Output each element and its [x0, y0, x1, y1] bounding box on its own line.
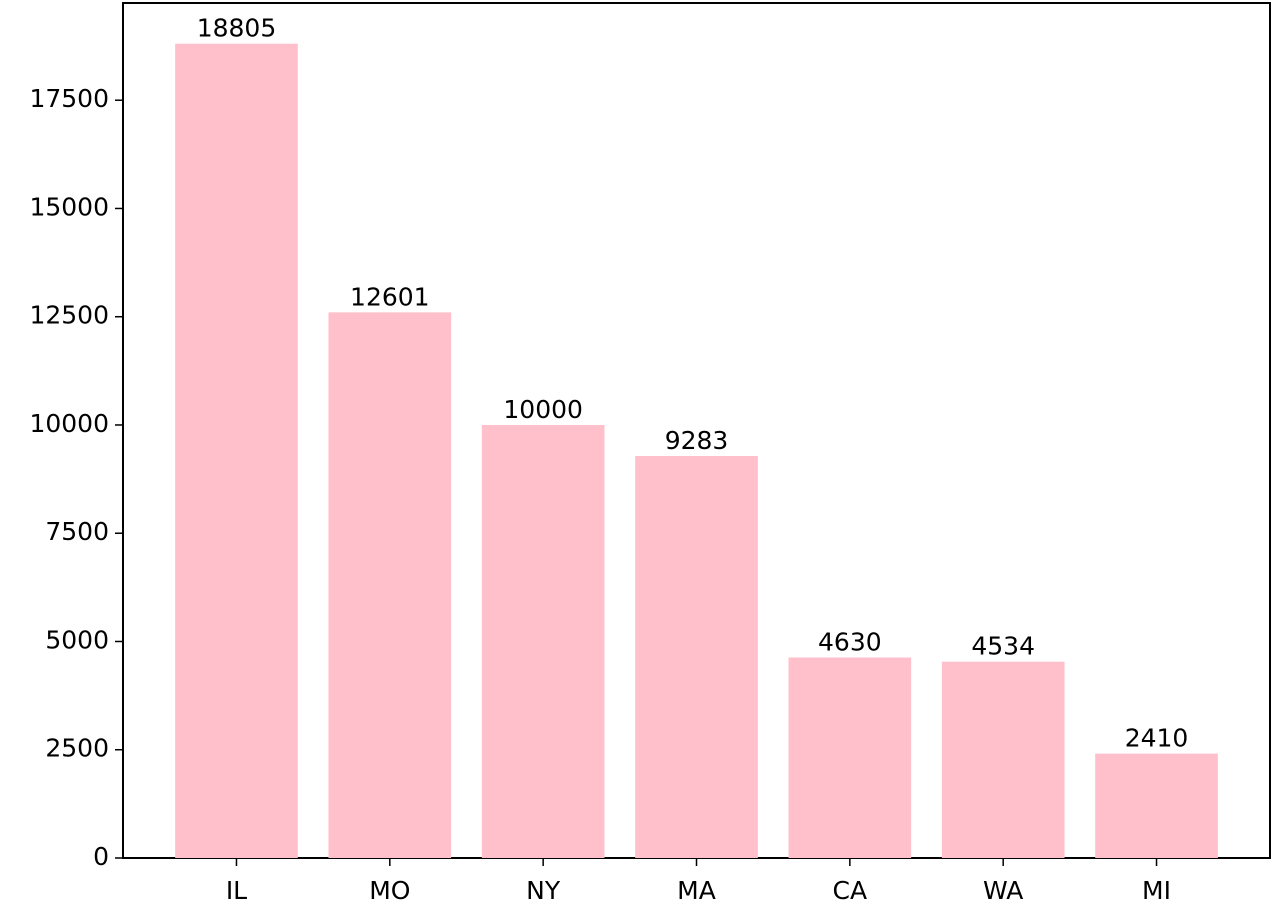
x-tick-label: MI: [1142, 876, 1171, 905]
value-label: 2410: [1125, 724, 1189, 753]
bar: [328, 312, 452, 858]
y-tick-label: 15000: [29, 192, 109, 221]
y-tick-label: 12500: [29, 301, 109, 330]
bar: [635, 456, 758, 858]
y-tick-label: 10000: [29, 409, 109, 438]
x-tick-label: CA: [833, 876, 868, 905]
value-label: 4534: [971, 632, 1035, 661]
x-tick-label: WA: [983, 876, 1023, 905]
bar: [788, 657, 912, 858]
value-label: 10000: [503, 395, 583, 424]
x-tick-label: MA: [677, 876, 716, 905]
y-tick-label: 2500: [45, 734, 109, 763]
value-label: 9283: [665, 426, 729, 455]
bar: [941, 661, 1065, 858]
value-label: 18805: [197, 14, 277, 43]
x-tick-label: NY: [526, 876, 561, 905]
bar: [175, 43, 298, 858]
y-tick-label: 5000: [45, 625, 109, 654]
y-tick-label: 7500: [45, 517, 109, 546]
x-tick-label: MO: [369, 876, 410, 905]
value-label: 12601: [350, 282, 430, 311]
y-tick-label: 0: [93, 842, 109, 871]
bar: [481, 424, 605, 858]
x-tick-label: IL: [226, 876, 247, 905]
bar: [1095, 753, 1218, 858]
y-tick-label: 17500: [29, 84, 109, 113]
value-label: 4630: [818, 628, 882, 657]
